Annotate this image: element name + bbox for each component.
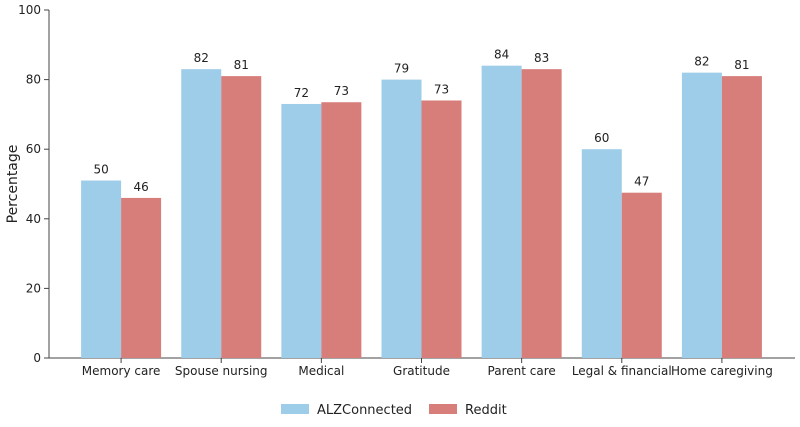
bar-alzconnected (81, 180, 122, 358)
x-tick-label: Medical (298, 364, 344, 378)
x-tick-label: Home caregiving (671, 364, 773, 378)
bar-reddit (521, 69, 562, 358)
bar-reddit (721, 76, 762, 359)
bar-alzconnected (281, 103, 322, 359)
y-tick-label: 100 (18, 3, 41, 17)
legend: ALZConnected Reddit (281, 403, 507, 418)
bar-reddit (321, 102, 362, 358)
legend-swatch (281, 404, 309, 414)
legend-label: ALZConnected (317, 403, 412, 418)
data-label: 82 (694, 55, 709, 69)
bar-reddit (121, 197, 162, 358)
bar-alzconnected (481, 65, 522, 359)
data-label: 84 (494, 48, 509, 62)
x-tick-label: Legal & financial (572, 364, 672, 378)
data-label: 46 (133, 180, 148, 194)
y-tick-label: 0 (33, 351, 41, 365)
x-tick-label: Gratitude (393, 364, 450, 378)
bar-alzconnected (681, 72, 722, 358)
data-label: 81 (234, 58, 249, 72)
bars-layer (81, 65, 762, 359)
data-label: 50 (93, 163, 108, 177)
data-label: 82 (194, 51, 209, 65)
y-axis-title: Percentage (5, 145, 21, 224)
data-label: 73 (334, 84, 349, 98)
x-tick-label: Parent care (488, 364, 556, 378)
labels-layer: 50 46 82 81 72 73 79 73 84 83 60 47 82 81 (93, 48, 749, 194)
axes-layer: 0 20 40 60 80 100 Percentage Memory care Spouse … (5, 3, 795, 378)
y-tick-label: 60 (26, 142, 41, 156)
data-label: 83 (534, 51, 549, 65)
x-tick-label: Memory care (82, 364, 161, 378)
x-tick-label: Spouse nursing (175, 364, 268, 378)
data-label: 60 (594, 131, 609, 145)
y-tick-label: 40 (26, 212, 41, 226)
data-label: 72 (294, 86, 309, 100)
data-label: 47 (634, 175, 649, 189)
bar-reddit (421, 100, 462, 358)
legend-swatch (429, 404, 457, 414)
bar-reddit (221, 76, 262, 359)
data-label: 79 (394, 62, 409, 76)
y-tick-label: 20 (26, 281, 41, 295)
legend-label: Reddit (465, 403, 507, 418)
data-label: 81 (734, 58, 749, 72)
y-tick-label: 80 (26, 73, 41, 87)
data-label: 73 (434, 82, 449, 96)
bar-alzconnected (581, 149, 622, 358)
bar-reddit (621, 192, 662, 358)
bar-alzconnected (381, 79, 422, 358)
bar-alzconnected (181, 69, 222, 358)
